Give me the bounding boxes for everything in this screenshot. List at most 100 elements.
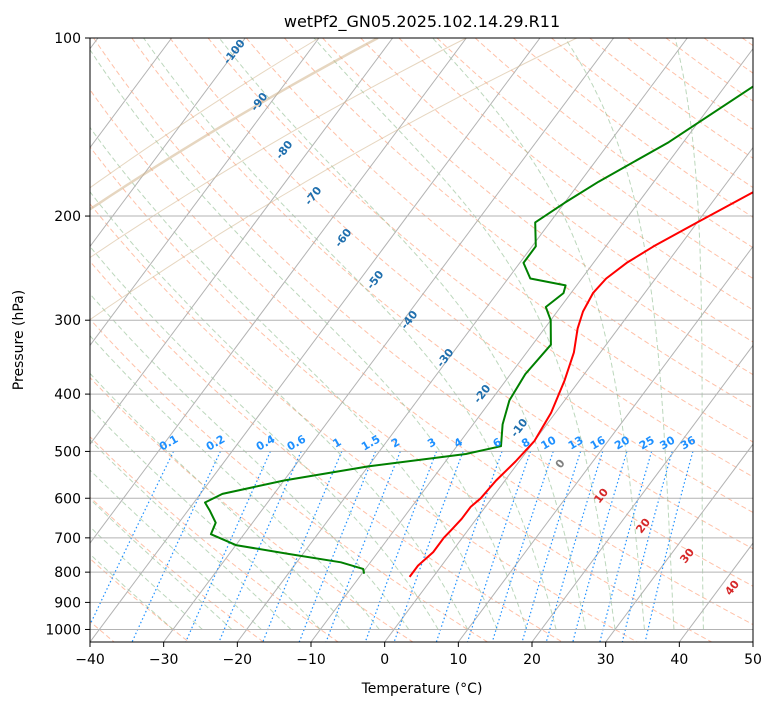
moist-adiabat-label: -10 [508,416,531,440]
background-lines [90,38,753,642]
isotherm [384,146,753,642]
mixing-ratio-line [185,451,271,642]
dry-adiabat [703,38,753,74]
mixing-ratio-label: 1 [330,435,343,450]
x-tick-label: 40 [670,652,688,668]
moist-adiabat [90,469,262,630]
mixing-ratio-line [298,451,377,642]
dry-adiabat-label: 0 [553,457,568,471]
dry-adiabat [398,38,753,311]
axes: −40 −30 −20 −10 0 10 20 30 40 5010020030040050060… [45,31,762,668]
dry-adiabat [169,38,753,513]
mixing-ratio-label: 30 [657,433,677,452]
mixing-ratio-line [621,451,673,642]
dry-adiabat [513,38,753,218]
moist-adiabat-label: -30 [434,346,457,370]
lcl-curve [90,38,379,211]
mixing-ratio-label: 0.1 [157,432,180,453]
isotherm [90,38,394,446]
dry-adiabat [90,376,414,642]
moist-adiabat [90,245,439,630]
lcl-curve [90,38,467,259]
moist-adiabat [90,293,410,630]
dry-adiabat [90,318,488,642]
y-tick-label: 1000 [45,622,81,638]
dry-adiabat [131,38,753,550]
isotherm [163,38,615,642]
isotherm [90,38,541,642]
y-tick-label: 900 [54,595,81,611]
moist-adiabat [143,38,557,630]
dry-adiabat [322,38,753,376]
moist-adiabat [218,38,586,630]
dry-adiabat [90,557,190,642]
moist-adiabat-label: -90 [248,90,271,114]
dry-adiabat [90,88,753,626]
dry-adiabat [360,38,753,343]
mixing-ratio-line [262,451,343,642]
y-tick-label: 100 [54,31,81,47]
x-tick-label: −30 [149,652,179,668]
lcl-curve [90,38,578,321]
moist-adiabat-label: -40 [398,308,421,332]
mixing-ratio-label: 2 [389,435,402,450]
y-tick-label: 500 [54,444,81,460]
mixing-ratio-line [435,451,503,642]
y-tick-label: 800 [54,565,81,581]
mixing-ratio-label: 36 [678,433,698,452]
plot-frame [89,37,754,643]
y-tick-label: 300 [54,313,81,329]
isotherm [90,38,246,248]
mixing-ratio-label: 16 [588,433,608,452]
mixing-ratio-label: 20 [612,433,632,452]
moist-adiabat [90,553,174,630]
isotherm [752,641,753,642]
chart-title: wetPf2_GN05.2025.102.14.29.R11 [284,12,560,32]
isotherm [310,47,753,642]
y-axis-label: Pressure (hPa) [11,290,27,390]
moist-adiabat-label: -70 [302,184,325,208]
x-tick-label: 30 [597,652,615,668]
moist-adiabat [90,498,233,630]
mixing-ratio-label: 0.6 [285,432,309,453]
y-tick-label: 600 [54,491,81,507]
dewpoint-profile [204,85,753,574]
data-lines [204,85,753,578]
isotherm [605,443,753,642]
moist-adiabat-label: -100 [221,37,248,67]
dry-adiabat [90,260,563,642]
y-tick-label: 200 [54,209,81,225]
x-tick-label: 50 [744,652,762,668]
mixing-ratio-label: 8 [519,435,532,450]
dry-adiabat-label: 30 [677,546,697,566]
moist-adiabat [564,38,675,630]
moist-adiabat [90,126,498,630]
x-tick-label: 10 [449,652,467,668]
temperature-profile [408,191,753,578]
mixing-ratio-line [545,451,604,642]
y-tick-label: 400 [54,387,81,403]
moist-adiabat-label: -60 [332,226,355,250]
mixing-ratio-line [572,451,628,642]
mixing-ratio-label: 1.5 [359,432,382,453]
mixing-ratio-line [644,451,694,642]
x-tick-label: 20 [523,652,541,668]
mixing-ratio-label: 3 [425,435,438,450]
mixing-ratio-line [466,451,532,642]
moist-adiabat [90,439,292,630]
x-tick-label: −40 [75,652,105,668]
moist-adiabat-label: -50 [364,268,387,292]
mixing-ratio-line [364,451,438,642]
mixing-ratio-line [90,451,175,627]
y-tick-label: 700 [54,531,81,547]
moist-adiabat [90,335,380,630]
dry-adiabat [90,203,638,642]
mixing-ratio-line [325,451,401,642]
mixing-ratio-line [491,451,554,642]
isotherm [90,38,320,347]
mixing-ratio-label: 13 [566,434,586,453]
x-axis-label: Temperature (°C) [361,681,483,697]
moist-adiabat [313,38,616,630]
isotherm [457,245,753,642]
